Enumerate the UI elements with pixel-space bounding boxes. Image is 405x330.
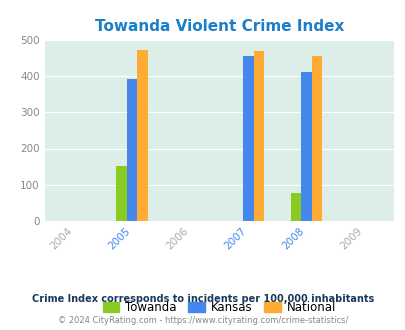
Bar (290, 193, 301, 221)
Text: © 2024 CityRating.com - https://www.cityrating.com/crime-statistics/: © 2024 CityRating.com - https://www.city… (58, 316, 347, 325)
Bar (137, 50, 147, 221)
Bar (253, 51, 263, 221)
Bar (126, 79, 137, 221)
Legend: Towanda, Kansas, National: Towanda, Kansas, National (98, 296, 340, 318)
Bar (116, 166, 126, 221)
Bar (301, 72, 311, 221)
Bar (243, 55, 253, 221)
Text: Crime Index corresponds to incidents per 100,000 inhabitants: Crime Index corresponds to incidents per… (32, 294, 373, 304)
Title: Towanda Violent Crime Index: Towanda Violent Crime Index (94, 19, 343, 34)
Bar (311, 56, 322, 221)
